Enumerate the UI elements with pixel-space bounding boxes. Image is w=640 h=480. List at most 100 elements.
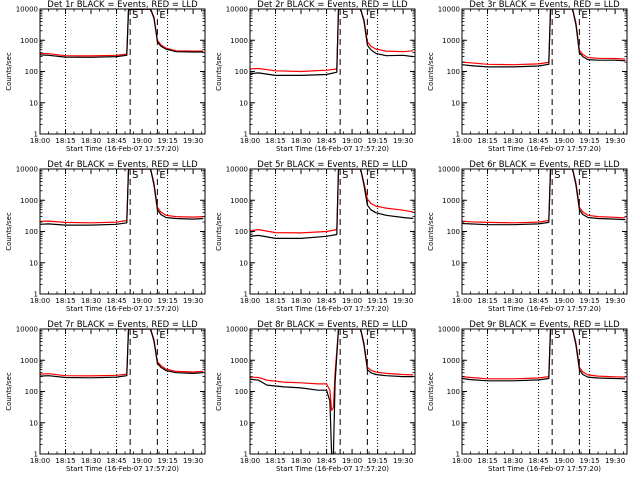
y-tick-label: 10000 [16, 326, 38, 334]
axes-frame [39, 8, 206, 135]
end-marker-label: E [581, 170, 587, 181]
x-tick-label: 18:45 [316, 457, 336, 465]
x-tick-label: 18:00 [452, 457, 472, 465]
plot-area [250, 9, 414, 134]
y-tick-label: 1000 [20, 197, 38, 205]
y-tick-label: 100 [25, 228, 38, 236]
plot-area [250, 329, 414, 454]
events-series-line [462, 9, 626, 68]
y-tick-label: 1 [456, 131, 460, 139]
y-tick-label: 100 [235, 68, 248, 76]
x-tick-label: 18:00 [452, 137, 472, 145]
y-tick-label: 10 [451, 419, 460, 427]
plot-area [462, 9, 626, 134]
events-series-line [40, 169, 204, 226]
x-tick-label: 19:30 [393, 457, 413, 465]
start-marker-label: S [342, 170, 348, 181]
lld-series-line [462, 9, 626, 66]
y-tick-label: 10000 [16, 166, 38, 174]
x-tick-label: 18:00 [240, 297, 260, 305]
x-tick-label: 19:00 [554, 297, 574, 305]
start-marker-label: S [554, 10, 560, 21]
end-marker-label: E [159, 330, 165, 341]
y-tick-label: 10 [239, 99, 248, 107]
y-tick-label: 1000 [442, 357, 460, 365]
plot-area [40, 169, 204, 294]
panel-title: Det 6r BLACK = Events, RED = LLD [469, 160, 620, 170]
x-tick-label: 18:45 [106, 137, 126, 145]
events-series-line [40, 329, 204, 379]
x-tick-label: 19:15 [367, 457, 387, 465]
y-tick-label: 1 [34, 131, 38, 139]
x-tick-label: 18:45 [106, 457, 126, 465]
lld-series-line [250, 169, 414, 234]
y-tick-label: 10 [29, 99, 38, 107]
y-tick-label: 1 [244, 451, 248, 459]
x-tick-label: 19:15 [579, 297, 599, 305]
start-marker-label: S [554, 170, 560, 181]
events-series-line [462, 169, 626, 226]
y-tick-label: 10 [239, 259, 248, 267]
x-tick-label: 18:00 [452, 297, 472, 305]
lld-series-line [250, 329, 414, 411]
y-tick-label: 1000 [230, 37, 248, 45]
x-tick-label: 19:15 [157, 137, 177, 145]
panel-title: Det 7r BLACK = Events, RED = LLD [47, 320, 198, 330]
y-tick-label: 100 [25, 68, 38, 76]
y-tick-label: 1000 [442, 37, 460, 45]
x-tick-label: 19:00 [132, 457, 152, 465]
x-tick-label: 18:45 [528, 137, 548, 145]
x-tick-label: 19:30 [393, 137, 413, 145]
y-axis-label: Counts/sec [427, 372, 435, 411]
y-tick-label: 10000 [16, 6, 38, 14]
panel-title: Det 2r BLACK = Events, RED = LLD [257, 0, 408, 10]
x-tick-label: 19:30 [183, 297, 203, 305]
panel-title: Det 1r BLACK = Events, RED = LLD [47, 0, 198, 10]
x-tick-label: 18:00 [30, 297, 50, 305]
plot-area [462, 169, 626, 294]
axes-frame [461, 328, 628, 455]
plot-area [40, 329, 204, 454]
x-axis-label: Start Time (16-Feb-07 17:57:20) [488, 145, 601, 153]
start-marker-label: S [132, 170, 138, 181]
x-tick-label: 18:15 [55, 457, 75, 465]
x-tick-label: 19:15 [157, 297, 177, 305]
y-tick-label: 1 [456, 451, 460, 459]
x-axis-label: Start Time (16-Feb-07 17:57:20) [276, 145, 389, 153]
y-tick-label: 10000 [226, 166, 248, 174]
lld-series-line [40, 169, 204, 224]
x-tick-label: 18:15 [477, 137, 497, 145]
x-tick-label: 18:30 [291, 457, 311, 465]
y-tick-label: 10 [29, 259, 38, 267]
x-tick-label: 18:45 [316, 137, 336, 145]
y-axis-label: Counts/sec [427, 52, 435, 91]
end-marker-label: E [159, 10, 165, 21]
y-tick-label: 10000 [438, 6, 460, 14]
y-tick-label: 1 [34, 451, 38, 459]
plot-area [40, 9, 204, 134]
start-marker-label: S [132, 10, 138, 21]
x-tick-label: 18:45 [316, 297, 336, 305]
y-tick-label: 1 [244, 291, 248, 299]
x-tick-label: 19:15 [157, 457, 177, 465]
y-tick-label: 100 [235, 228, 248, 236]
y-axis-label: Counts/sec [5, 372, 13, 411]
start-marker-label: S [554, 330, 560, 341]
x-tick-label: 18:45 [528, 457, 548, 465]
y-tick-label: 1000 [442, 197, 460, 205]
y-axis-label: Counts/sec [215, 372, 223, 411]
events-series-line [250, 169, 414, 239]
lld-series-line [250, 9, 414, 73]
y-tick-label: 1000 [20, 357, 38, 365]
x-axis-label: Start Time (16-Feb-07 17:57:20) [66, 305, 179, 313]
lld-series-line [462, 329, 626, 380]
end-marker-label: E [581, 330, 587, 341]
y-tick-label: 10000 [226, 326, 248, 334]
x-tick-label: 18:45 [528, 297, 548, 305]
x-tick-label: 19:00 [342, 297, 362, 305]
x-axis-label: Start Time (16-Feb-07 17:57:20) [276, 465, 389, 473]
axes-frame [249, 168, 416, 295]
